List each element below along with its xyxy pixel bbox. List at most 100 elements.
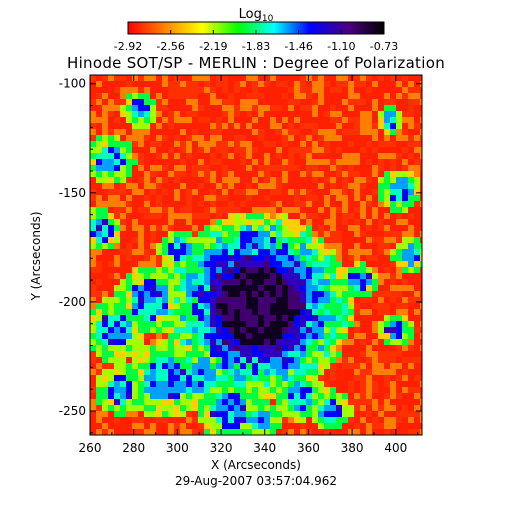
heatmap-cell (258, 315, 264, 321)
heatmap-cell (174, 243, 180, 249)
heatmap-cell (222, 273, 228, 279)
heatmap-cell (192, 321, 198, 327)
heatmap-cell (216, 351, 222, 357)
heatmap-cell (336, 87, 342, 93)
heatmap-cell (180, 375, 186, 381)
heatmap-cell (258, 393, 264, 399)
heatmap-cell (150, 141, 156, 147)
heatmap-cell (282, 411, 288, 417)
heatmap-cell (408, 345, 414, 351)
heatmap-cell (222, 411, 228, 417)
chart-title: Hinode SOT/SP - MERLIN : Degree of Polar… (67, 54, 445, 72)
heatmap-cell (402, 297, 408, 303)
heatmap-cell (216, 195, 222, 201)
heatmap-cell (336, 333, 342, 339)
heatmap-cell (204, 273, 210, 279)
heatmap-cell (396, 261, 402, 267)
heatmap-cell (384, 357, 390, 363)
heatmap-cell (360, 309, 366, 315)
heatmap-cell (366, 177, 372, 183)
heatmap-cell (240, 363, 246, 369)
heatmap-cell (252, 87, 258, 93)
heatmap-cell (228, 393, 234, 399)
heatmap-cell (168, 297, 174, 303)
heatmap-cell (150, 213, 156, 219)
heatmap-cell (384, 273, 390, 279)
heatmap-cell (192, 345, 198, 351)
heatmap-cell (234, 303, 240, 309)
heatmap-cell (210, 135, 216, 141)
heatmap-cell (354, 255, 360, 261)
heatmap-cell (306, 345, 312, 351)
heatmap-cell (366, 273, 372, 279)
heatmap-cell (240, 423, 246, 429)
heatmap-cell (312, 81, 318, 87)
heatmap-cell (174, 165, 180, 171)
heatmap-cell (222, 111, 228, 117)
heatmap-cell (90, 345, 96, 351)
heatmap-cell (138, 333, 144, 339)
heatmap-cell (180, 255, 186, 261)
heatmap-cell (414, 327, 420, 333)
heatmap-cell (270, 105, 276, 111)
heatmap-cell (420, 231, 422, 237)
heatmap-cell (354, 273, 360, 279)
heatmap-cell (402, 165, 408, 171)
heatmap-cell (168, 315, 174, 321)
heatmap-cell (276, 237, 282, 243)
heatmap-cell (198, 117, 204, 123)
heatmap-cell (258, 405, 264, 411)
heatmap-cell (96, 201, 102, 207)
heatmap-cell (318, 75, 324, 81)
heatmap-cell (384, 213, 390, 219)
heatmap-cell (300, 213, 306, 219)
heatmap-cell (342, 207, 348, 213)
heatmap-cell (318, 399, 324, 405)
heatmap-cell (240, 141, 246, 147)
heatmap-cell (246, 249, 252, 255)
heatmap-cell (114, 345, 120, 351)
heatmap-cell (120, 87, 126, 93)
heatmap-cell (150, 375, 156, 381)
heatmap-cell (144, 273, 150, 279)
heatmap-cell (144, 291, 150, 297)
heatmap-cell (264, 411, 270, 417)
heatmap-cell (294, 363, 300, 369)
heatmap-cell (120, 303, 126, 309)
heatmap-cell (102, 123, 108, 129)
heatmap-cell (264, 213, 270, 219)
heatmap-cell (240, 99, 246, 105)
heatmap-cell (180, 261, 186, 267)
heatmap-cell (228, 369, 234, 375)
heatmap-cell (138, 165, 144, 171)
heatmap-cell (258, 165, 264, 171)
heatmap-cell (210, 243, 216, 249)
heatmap-cell (174, 387, 180, 393)
heatmap-cell (360, 387, 366, 393)
heatmap-cell (408, 93, 414, 99)
heatmap-cell (276, 411, 282, 417)
heatmap-cell (138, 87, 144, 93)
heatmap-cell (270, 303, 276, 309)
heatmap-cell (372, 363, 378, 369)
heatmap-cell (342, 117, 348, 123)
heatmap-cell (156, 315, 162, 321)
heatmap-cell (324, 327, 330, 333)
heatmap-cell (234, 189, 240, 195)
heatmap-cell (114, 195, 120, 201)
heatmap-cell (186, 381, 192, 387)
heatmap-cell (102, 141, 108, 147)
heatmap-cell (252, 81, 258, 87)
heatmap-cell (270, 321, 276, 327)
heatmap-cell (210, 219, 216, 225)
heatmap-cell (162, 393, 168, 399)
heatmap-cell (168, 261, 174, 267)
heatmap-cell (324, 159, 330, 165)
heatmap-cell (102, 105, 108, 111)
heatmap-cell (108, 321, 114, 327)
heatmap-cell (120, 381, 126, 387)
heatmap-cell (378, 249, 384, 255)
heatmap-cell (288, 237, 294, 243)
heatmap-cell (216, 327, 222, 333)
heatmap-cell (192, 135, 198, 141)
